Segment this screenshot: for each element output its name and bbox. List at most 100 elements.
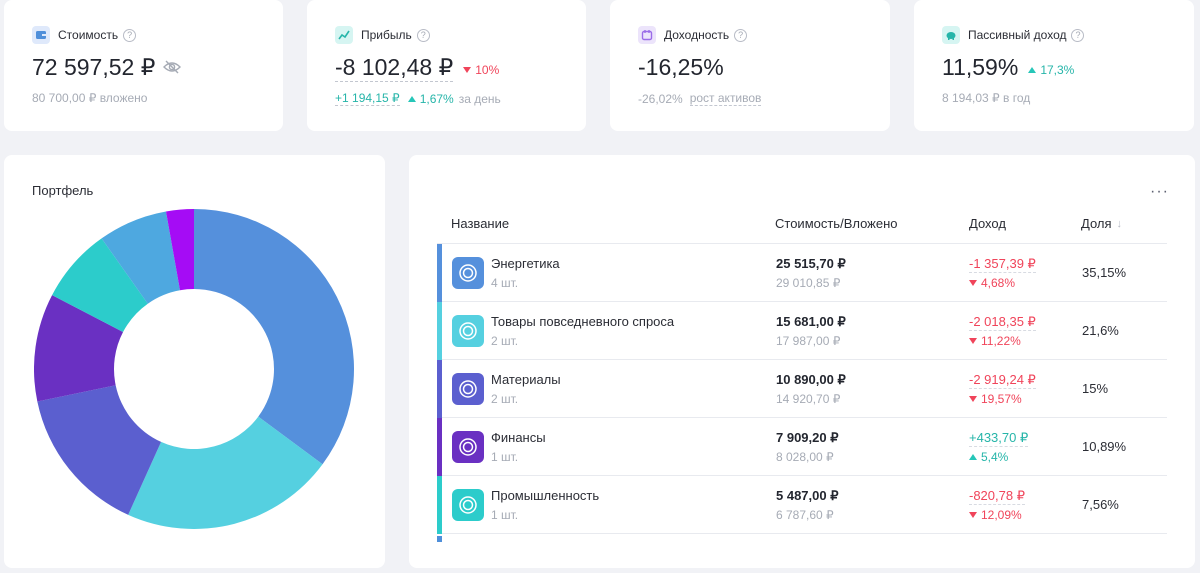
row-share: 15%: [1082, 381, 1109, 396]
row-value: 5 487,00 ₽: [776, 488, 839, 503]
row-value: 15 681,00 ₽: [776, 314, 846, 329]
row-name: Промышленность: [491, 488, 600, 503]
donut-slice-0[interactable]: [194, 209, 354, 465]
help-icon[interactable]: ?: [1071, 28, 1085, 42]
stat-title: Пассивный доход: [968, 28, 1067, 42]
row-invested: 29 010,85 ₽: [776, 276, 841, 290]
donut-slice-6[interactable]: [165, 209, 194, 291]
row-income-pct: 11,22%: [969, 334, 1021, 348]
sort-arrow-icon: ↓: [1116, 217, 1123, 230]
sector-icon: [452, 315, 484, 347]
help-icon[interactable]: ?: [416, 28, 430, 42]
stat-invested: 80 700,00 ₽ вложено: [32, 91, 148, 105]
holdings-table-card: ··· Название Стоимость/Вложено Доход Дол…: [409, 155, 1195, 568]
row-color-bar: [437, 244, 442, 302]
table-row[interactable]: Энергетика 4 шт. 25 515,70 ₽ 29 010,85 ₽…: [437, 244, 1167, 302]
stat-title: Прибыль: [361, 28, 412, 42]
table-row[interactable]: Промышленность 1 шт. 5 487,00 ₽ 6 787,60…: [437, 476, 1167, 534]
row-income[interactable]: -2 018,35 ₽: [969, 314, 1036, 331]
donut-slice-1[interactable]: [128, 416, 323, 529]
arrow-up-icon: [407, 95, 416, 102]
asset-growth-value: -26,02%: [638, 91, 683, 106]
stat-card-value: Стоимость ? 72 597,52 ₽ 80 700,00 ₽ влож…: [4, 0, 283, 131]
sector-icon: [452, 373, 484, 405]
eye-off-icon[interactable]: [163, 60, 182, 79]
help-icon[interactable]: ?: [123, 28, 137, 42]
donut-slice-3[interactable]: [34, 295, 124, 402]
stat-value: 11,59%: [942, 54, 1019, 80]
daily-profit[interactable]: +1 194,15 ₽: [335, 91, 400, 106]
arrow-down-icon: [969, 280, 977, 286]
portfolio-title: Портфель: [32, 183, 94, 198]
row-color-bar: [437, 476, 442, 534]
daily-suffix: за день: [458, 91, 501, 106]
row-count: 4 шт.: [491, 276, 519, 290]
row-name: Финансы: [491, 430, 546, 445]
stat-value[interactable]: -8 102,48 ₽: [335, 54, 454, 82]
row-name: Товары повседневного спроса: [491, 314, 675, 329]
row-count: 2 шт.: [491, 392, 519, 406]
donut-slice-5[interactable]: [101, 211, 180, 304]
row-count: 2 шт.: [491, 334, 519, 348]
stat-value: -16,25%: [638, 54, 724, 80]
row-income[interactable]: -2 919,24 ₽: [969, 372, 1036, 389]
sector-icon: [452, 257, 484, 289]
donut-slice-4[interactable]: [52, 238, 148, 333]
row-invested: 14 920,70 ₽: [776, 392, 841, 406]
row-color-bar: [437, 302, 442, 360]
arrow-up-icon: [1028, 66, 1037, 73]
help-icon[interactable]: ?: [734, 28, 748, 42]
passive-income-per-year: 8 194,03 ₽ в год: [942, 91, 1031, 105]
stat-title: Стоимость: [58, 28, 119, 42]
stat-delta: 10%: [463, 63, 499, 77]
stat-title: Доходность: [664, 28, 730, 42]
row-share: 35,15%: [1082, 265, 1127, 280]
row-invested: 17 987,00 ₽: [776, 334, 841, 348]
calendar-icon: [638, 26, 656, 44]
row-count: 1 шт.: [491, 450, 519, 464]
asset-growth-link[interactable]: рост активов: [689, 91, 762, 106]
more-options-button[interactable]: ···: [1150, 183, 1169, 200]
row-count: 1 шт.: [491, 508, 519, 522]
stat-card-profit: Прибыль ? -8 102,48 ₽ 10% +1 194,15 ₽ 1,…: [307, 0, 586, 131]
row-income[interactable]: -1 357,39 ₽: [969, 256, 1036, 273]
column-header-share[interactable]: Доля ↓: [1081, 216, 1123, 231]
arrow-down-icon: [463, 67, 472, 73]
row-share: 21,6%: [1082, 323, 1119, 338]
row-income[interactable]: -820,78 ₽: [969, 488, 1025, 505]
portfolio-donut-chart: [34, 209, 354, 529]
row-income[interactable]: +433,70 ₽: [969, 430, 1029, 447]
table-divider: [437, 243, 1167, 244]
sector-icon: [452, 489, 484, 521]
stat-card-yield: Доходность ? -16,25% -26,02% рост активо…: [610, 0, 890, 131]
row-color-bar: [437, 360, 442, 418]
column-header-name[interactable]: Название: [451, 216, 510, 231]
chart-line-icon: [335, 26, 353, 44]
arrow-down-icon: [969, 512, 977, 518]
table-row[interactable]: Товары повседневного спроса 2 шт. 15 681…: [437, 302, 1167, 360]
row-color-bar: [437, 536, 442, 542]
column-header-income[interactable]: Доход: [969, 216, 1006, 231]
row-name: Материалы: [491, 372, 561, 387]
sector-icon: [452, 431, 484, 463]
arrow-up-icon: [969, 454, 977, 460]
stat-value: 72 597,52 ₽: [32, 54, 156, 80]
row-value: 25 515,70 ₽: [776, 256, 846, 271]
column-header-value[interactable]: Стоимость/Вложено: [775, 216, 898, 231]
daily-pct: 1,67%: [407, 92, 454, 106]
row-income-pct: 5,4%: [969, 450, 1008, 464]
row-share: 10,89%: [1082, 439, 1127, 454]
row-name: Энергетика: [491, 256, 560, 271]
row-income-pct: 12,09%: [969, 508, 1022, 522]
wallet-icon: [32, 26, 50, 44]
row-value: 10 890,00 ₽: [776, 372, 846, 387]
row-share: 7,56%: [1082, 497, 1119, 512]
donut-slice-2[interactable]: [37, 385, 162, 515]
row-value: 7 909,20 ₽: [776, 430, 839, 445]
table-row[interactable]: Материалы 2 шт. 10 890,00 ₽ 14 920,70 ₽ …: [437, 360, 1167, 418]
stat-delta: 17,3%: [1028, 63, 1074, 77]
row-invested: 8 028,00 ₽: [776, 450, 834, 464]
arrow-down-icon: [969, 338, 977, 344]
table-row[interactable]: Финансы 1 шт. 7 909,20 ₽ 8 028,00 ₽ +433…: [437, 418, 1167, 476]
row-income-pct: 19,57%: [969, 392, 1022, 406]
